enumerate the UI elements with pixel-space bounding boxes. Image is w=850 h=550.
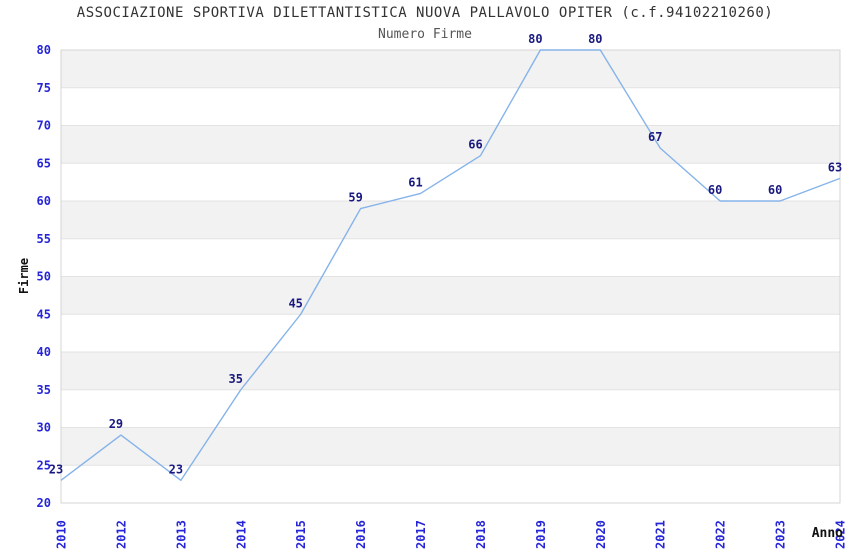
data-label: 80 xyxy=(588,32,602,46)
x-tick-label: 2023 xyxy=(774,520,788,549)
data-label: 63 xyxy=(828,160,842,174)
plot-band xyxy=(61,50,840,88)
plot-band xyxy=(61,163,840,201)
y-tick-label: 70 xyxy=(37,119,51,133)
y-tick-label: 50 xyxy=(37,270,51,284)
x-tick-label: 2020 xyxy=(594,520,608,549)
y-tick-label: 45 xyxy=(37,307,51,321)
chart-subtitle: Numero Firme xyxy=(378,27,472,42)
x-tick-label: 2018 xyxy=(474,520,488,549)
x-tick-label: 2021 xyxy=(654,520,668,549)
plot-band xyxy=(61,87,840,126)
y-tick-label: 30 xyxy=(37,421,51,435)
chart-title: ASSOCIAZIONE SPORTIVA DILETTANTISTICA NU… xyxy=(76,5,774,21)
plot-band xyxy=(61,465,840,503)
x-tick-label: 2012 xyxy=(114,520,128,549)
data-label: 23 xyxy=(49,462,63,476)
x-tick-label: 2017 xyxy=(414,520,428,549)
plot-band xyxy=(61,314,840,352)
plot-band xyxy=(61,201,840,239)
data-label: 67 xyxy=(648,130,662,144)
data-label: 60 xyxy=(768,183,782,197)
x-tick-label: 2022 xyxy=(714,520,728,549)
y-tick-label: 25 xyxy=(37,458,51,472)
y-tick-label: 20 xyxy=(37,496,51,510)
x-tick-label: 2014 xyxy=(234,520,248,549)
y-tick-label: 60 xyxy=(37,194,51,208)
data-label: 45 xyxy=(288,296,302,310)
x-tick-label: 2013 xyxy=(174,520,188,549)
x-tick-label: 2015 xyxy=(294,520,308,549)
x-tick-label: 2016 xyxy=(354,520,368,549)
y-tick-label: 65 xyxy=(37,156,51,170)
data-label: 23 xyxy=(169,462,183,476)
plot-band xyxy=(61,238,840,277)
data-label: 29 xyxy=(109,417,123,431)
plot-band xyxy=(61,389,840,428)
y-tick-label: 80 xyxy=(37,43,51,57)
plot-band xyxy=(61,276,840,315)
plot-border xyxy=(60,49,841,504)
data-label: 66 xyxy=(468,138,482,152)
data-label: 61 xyxy=(408,175,422,189)
data-label: 60 xyxy=(708,183,722,197)
data-label: 80 xyxy=(528,32,542,46)
y-tick-label: 40 xyxy=(37,345,51,359)
x-tick-label: 2010 xyxy=(55,520,69,549)
plot-band xyxy=(61,352,840,390)
x-axis-label: Anno xyxy=(811,526,843,541)
y-tick-label: 35 xyxy=(37,383,51,397)
y-axis-label: Firme xyxy=(17,257,31,295)
series-line xyxy=(60,49,841,482)
x-tick-label: 2019 xyxy=(534,520,548,549)
plot-band xyxy=(61,125,840,164)
plot-band xyxy=(61,427,840,466)
x-tick-label: 2024 xyxy=(834,520,848,549)
y-tick-label: 75 xyxy=(37,81,51,95)
data-label: 59 xyxy=(348,191,362,205)
data-label: 35 xyxy=(229,372,243,386)
y-tick-label: 55 xyxy=(37,232,51,246)
